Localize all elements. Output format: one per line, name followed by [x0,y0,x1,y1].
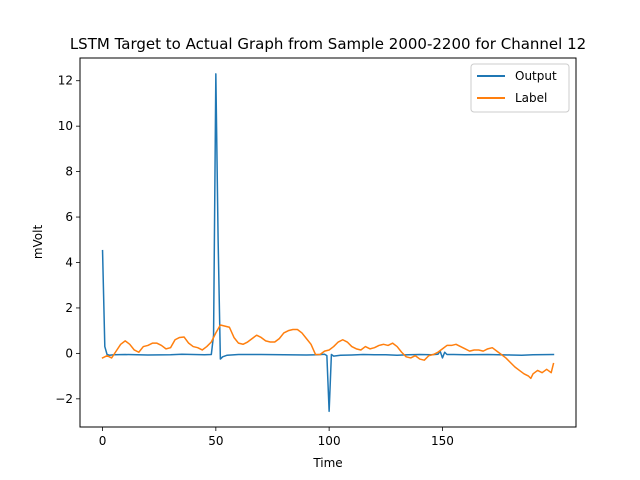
y-tick-label: −2 [55,392,73,406]
x-axis-label: Time [312,456,342,470]
x-axis-ticks: 0 50 100 150 [99,427,454,448]
plot-area [79,57,577,428]
x-tick-label: 50 [208,434,223,448]
legend-label-output: Output [515,69,557,83]
y-tick-label: 10 [58,119,73,133]
y-tick-label: 12 [58,74,73,88]
series-line-output [101,73,555,413]
y-tick-label: 6 [65,210,73,224]
y-axis-label: mVolt [31,225,45,260]
x-tick-label: 150 [431,434,454,448]
series-layer [101,73,555,413]
y-tick-label: 4 [65,255,73,269]
legend-label-label: Label [515,91,547,105]
y-tick-label: 8 [65,165,73,179]
x-tick-label: 0 [99,434,107,448]
series-line-label [101,324,555,380]
y-axis-ticks: −2 0 2 4 6 8 10 12 [55,74,80,406]
chart-title: LSTM Target to Actual Graph from Sample … [70,35,586,53]
y-tick-label: 2 [65,301,73,315]
axes-frame [79,57,577,428]
y-tick-label: 0 [65,346,73,360]
x-tick-label: 100 [318,434,341,448]
legend: Output Label [470,63,570,113]
